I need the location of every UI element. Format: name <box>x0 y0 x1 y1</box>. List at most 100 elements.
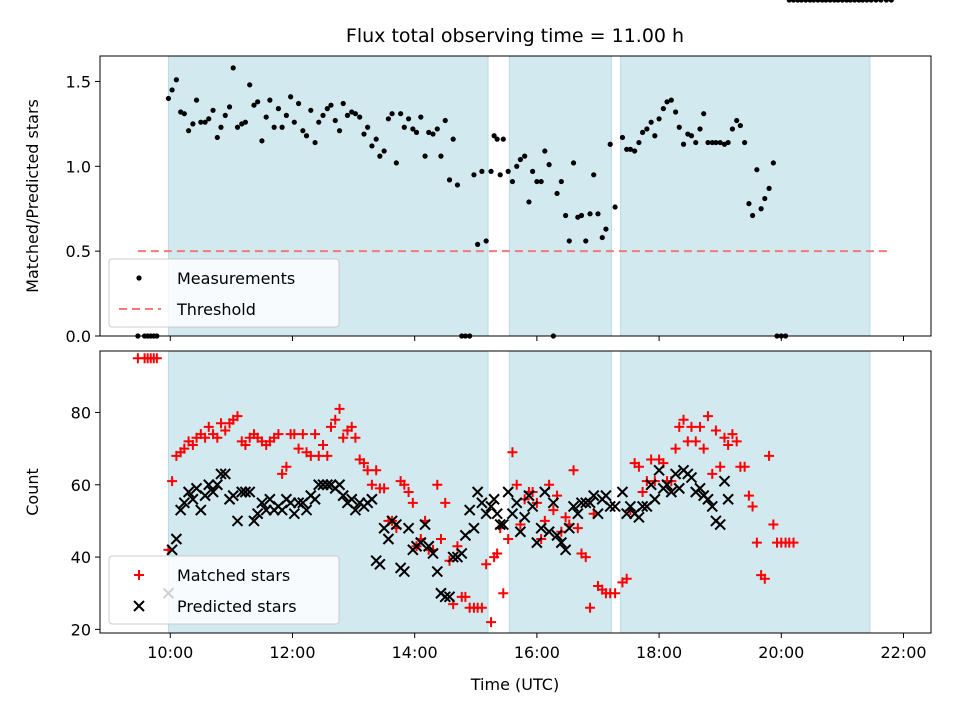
measurement-point <box>705 139 711 146</box>
matched-star-point <box>297 429 308 440</box>
matched-star-point <box>313 450 324 461</box>
measurement-point <box>206 116 212 122</box>
measurement-point <box>578 212 585 219</box>
predicted-star-point <box>166 544 178 556</box>
predicted-star-point <box>427 547 439 560</box>
measurement-point <box>340 100 346 107</box>
predicted-star-point <box>592 507 604 520</box>
measurement-point <box>357 114 363 120</box>
matched-star-point <box>788 537 799 548</box>
measurement-point <box>401 124 407 130</box>
measurement-point <box>385 116 392 122</box>
predicted-star-point <box>337 489 349 502</box>
predicted-star-point <box>722 493 734 505</box>
measurement-point <box>725 139 731 146</box>
x-axis-label: Time (UTC) <box>470 675 559 694</box>
measurement-point <box>263 114 269 120</box>
predicted-star-point <box>559 544 572 556</box>
measurement-point <box>500 136 506 142</box>
measurement-point <box>214 134 220 141</box>
measurement-point <box>320 112 326 118</box>
y-tick-label: 1.0 <box>66 157 91 176</box>
measurement-point <box>442 117 448 124</box>
y-tick-label: 80 <box>71 403 91 422</box>
matched-star-point <box>289 429 300 440</box>
measurement-point <box>648 119 654 125</box>
measurement-point <box>165 95 172 102</box>
predicted-star-point <box>506 507 519 520</box>
predicted-star-point <box>476 497 488 509</box>
legend-label: Threshold <box>176 300 256 319</box>
predicted-star-point <box>604 500 616 513</box>
measurement-point <box>247 82 253 88</box>
predicted-star-point <box>182 486 195 498</box>
measurement-point <box>202 119 208 125</box>
measurement-point <box>344 112 351 118</box>
measurement-point <box>497 172 503 178</box>
x-tick-label: 18:00 <box>636 643 682 662</box>
predicted-star-point <box>624 500 637 513</box>
predicted-star-point <box>443 591 456 603</box>
matched-star-point <box>695 421 706 432</box>
matched-star-point <box>610 588 621 599</box>
predicted-star-point <box>514 526 527 538</box>
measurement-point <box>811 0 817 3</box>
predicted-star-point <box>567 500 580 513</box>
matched-star-point <box>759 573 770 584</box>
measurement-point <box>803 0 809 3</box>
matched-star-point <box>511 479 522 490</box>
measurement-point <box>173 77 179 83</box>
predicted-star-point <box>199 489 211 502</box>
predicted-star-point <box>491 507 503 520</box>
measurement-point <box>729 126 736 132</box>
measurement-point <box>336 128 343 134</box>
legend-label: Matched stars <box>177 566 290 585</box>
measurement-point <box>230 65 236 71</box>
legend-box <box>108 258 340 328</box>
predicted-star-point <box>714 518 726 531</box>
predicted-star-point <box>633 511 645 524</box>
matched-star-point <box>710 425 721 436</box>
measurement-point <box>255 99 261 105</box>
measurement-point <box>430 131 436 137</box>
matched-star-point <box>403 487 414 497</box>
measurement-point <box>558 178 564 185</box>
measurement-point <box>446 177 453 183</box>
predicted-star-point <box>463 504 476 516</box>
predicted-star-point <box>447 551 459 563</box>
measurement-point <box>859 0 866 3</box>
measurement-point <box>883 0 889 3</box>
predicted-star-point <box>645 479 657 491</box>
measurement-point <box>450 136 456 142</box>
measurement-point <box>405 116 412 122</box>
measurement-point <box>514 163 520 169</box>
matched-star-point <box>560 512 571 523</box>
measurement-point <box>422 153 428 159</box>
matched-star-point <box>580 552 591 563</box>
predicted-star-point <box>300 504 313 516</box>
measurement-point <box>373 136 379 142</box>
measurement-point <box>494 136 500 142</box>
predicted-star-point <box>706 500 718 513</box>
predicted-star-point <box>207 486 219 498</box>
predicted-star-point <box>551 529 563 542</box>
measurement-point <box>563 212 569 219</box>
matched-star-point <box>318 440 329 450</box>
predicted-star-point <box>535 522 547 534</box>
predicted-star-point <box>609 500 621 513</box>
matched-star-point <box>435 534 446 544</box>
predicted-star-point <box>480 507 492 520</box>
measurement-point <box>308 107 314 113</box>
measurement-point <box>398 111 404 117</box>
measurement-point <box>303 133 310 139</box>
measurement-point <box>198 119 204 125</box>
ratio-axes-frame <box>99 55 932 337</box>
predicted-star-point <box>488 493 500 505</box>
matched-star-point <box>686 421 697 432</box>
measurement-point <box>864 0 870 3</box>
measurement-point <box>218 124 224 130</box>
matched-star-point <box>568 465 579 476</box>
predicted-star-point <box>251 507 264 520</box>
matched-star-point <box>751 537 762 548</box>
matched-star-point <box>277 468 288 479</box>
